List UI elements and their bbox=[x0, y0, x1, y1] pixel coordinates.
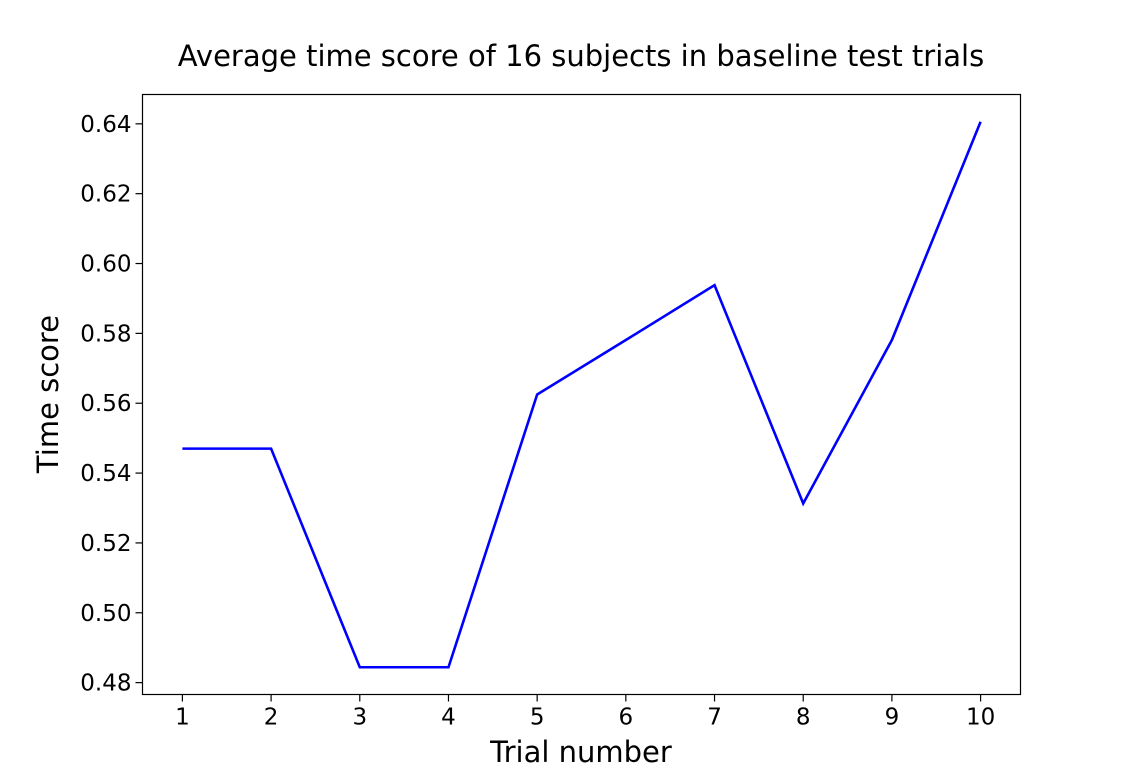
plot-frame bbox=[141, 93, 1022, 696]
y-tick-label: 0.58 bbox=[80, 321, 131, 347]
y-tick-label: 0.54 bbox=[80, 461, 131, 487]
y-tick-label: 0.52 bbox=[80, 531, 131, 557]
x-tick-label: 4 bbox=[441, 705, 456, 731]
y-axis: 0.48 0.50 0.52 0.54 0.56 0.58 0.60 0.62 0.64 bbox=[80, 112, 143, 697]
x-tick-label: 3 bbox=[352, 705, 367, 731]
y-tick-label: 0.64 bbox=[80, 112, 131, 138]
chart-title: Average time score of 16 subjects in bas… bbox=[178, 39, 984, 73]
x-tick-label: 8 bbox=[796, 705, 811, 731]
x-tick-label: 10 bbox=[966, 705, 995, 731]
plot-area bbox=[182, 121, 982, 669]
y-tick-label: 0.48 bbox=[80, 671, 131, 697]
y-tick-label: 0.50 bbox=[80, 601, 131, 627]
x-tick-label: 9 bbox=[885, 705, 900, 731]
x-axis-label: Trial number bbox=[489, 735, 672, 769]
y-tick-label: 0.60 bbox=[80, 252, 131, 278]
x-tick-label: 5 bbox=[530, 705, 545, 731]
y-axis-label: Time score bbox=[31, 315, 65, 474]
x-tick-label: 2 bbox=[264, 705, 279, 731]
series-line-0 bbox=[182, 121, 982, 669]
y-tick-label: 0.56 bbox=[80, 391, 131, 417]
x-tick-label: 7 bbox=[707, 705, 722, 731]
y-tick-label: 0.62 bbox=[80, 182, 131, 208]
x-tick-label: 6 bbox=[619, 705, 634, 731]
x-tick-label: 1 bbox=[175, 705, 190, 731]
x-axis: 1 2 3 4 5 6 7 8 9 10 bbox=[175, 694, 995, 731]
